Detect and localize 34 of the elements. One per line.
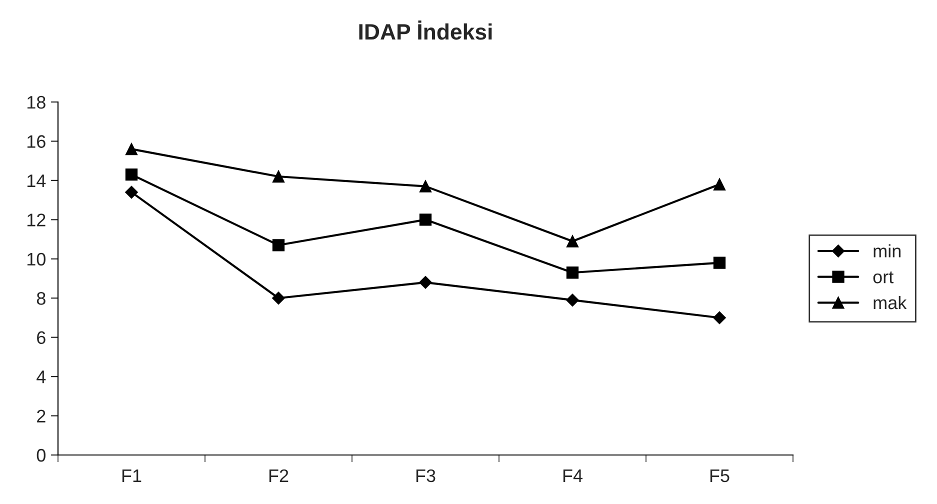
- point: [713, 311, 726, 324]
- y-tick-label: 10: [27, 252, 46, 266]
- point: [272, 170, 285, 183]
- point: [566, 294, 579, 306]
- y-tick-label: 0: [36, 448, 46, 462]
- y-tick-label: 12: [27, 214, 46, 226]
- point: [419, 180, 432, 192]
- point: [125, 186, 138, 199]
- y-tick-label: 6: [37, 331, 46, 344]
- point: [566, 266, 579, 279]
- point: [713, 178, 726, 190]
- y-tick-label: 2: [37, 410, 46, 422]
- point: [566, 235, 579, 248]
- point: [419, 276, 432, 289]
- chart-title: IDAP İndeksi: [359, 20, 492, 40]
- x-tick-label: F5: [710, 470, 730, 482]
- y-tick-label: 8: [36, 292, 46, 305]
- x-tick-label: F3: [416, 469, 436, 482]
- legend-label: ort: [873, 271, 894, 284]
- point: [419, 214, 432, 226]
- legend-label: min: [874, 244, 900, 258]
- point: [272, 239, 285, 252]
- y-tick-label: 14: [27, 174, 46, 187]
- y-tick-label: 18: [27, 96, 46, 109]
- x-tick-label: F4: [563, 470, 583, 482]
- x-tick-label: F1: [122, 470, 142, 482]
- y-tick-label: 4: [36, 370, 46, 384]
- x-tick-label: F2: [269, 469, 288, 482]
- point: [125, 168, 138, 181]
- point: [272, 292, 285, 305]
- point: [713, 256, 726, 269]
- point: [125, 142, 138, 156]
- legend-label: mak: [874, 296, 907, 310]
- y-tick-label: 16: [27, 135, 46, 148]
